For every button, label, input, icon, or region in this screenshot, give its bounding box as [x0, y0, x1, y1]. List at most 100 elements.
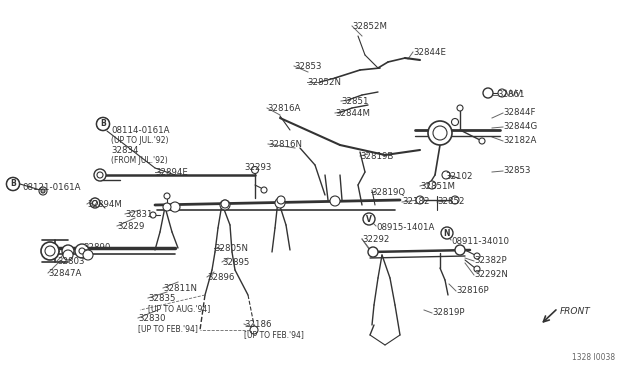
Text: 32811N: 32811N [163, 284, 197, 293]
Text: 32851M: 32851M [420, 182, 455, 191]
Circle shape [457, 105, 463, 111]
Text: 32894E: 32894E [155, 168, 188, 177]
Text: 32292N: 32292N [474, 270, 508, 279]
Circle shape [275, 198, 285, 208]
Circle shape [483, 88, 493, 98]
Text: 32844M: 32844M [335, 109, 370, 118]
Text: 32835: 32835 [148, 294, 175, 303]
Text: 32895: 32895 [222, 258, 250, 267]
Circle shape [451, 196, 459, 204]
Circle shape [63, 250, 73, 260]
Circle shape [62, 245, 74, 257]
Text: 32852M: 32852M [352, 22, 387, 31]
Circle shape [93, 201, 97, 205]
Text: [UP TO FEB.'94]: [UP TO FEB.'94] [138, 324, 198, 333]
Circle shape [97, 118, 109, 131]
Text: 32844E: 32844E [413, 48, 446, 57]
Text: FRONT: FRONT [560, 308, 591, 317]
Circle shape [441, 227, 453, 239]
Circle shape [163, 203, 171, 211]
Circle shape [94, 169, 106, 181]
Circle shape [164, 193, 170, 199]
Circle shape [90, 198, 100, 208]
Circle shape [220, 200, 230, 210]
Circle shape [330, 196, 340, 206]
Text: V: V [366, 215, 372, 224]
Circle shape [474, 253, 480, 259]
Circle shape [41, 189, 45, 193]
Text: 32816N: 32816N [268, 140, 302, 149]
Circle shape [433, 126, 447, 140]
Text: 32890: 32890 [83, 243, 110, 252]
Circle shape [368, 247, 378, 257]
Circle shape [277, 196, 285, 204]
Text: 32293: 32293 [244, 163, 271, 172]
Text: 32182A: 32182A [503, 136, 536, 145]
Text: 08121-0161A: 08121-0161A [22, 183, 81, 192]
Text: 32182: 32182 [402, 197, 429, 206]
Text: 32844F: 32844F [503, 108, 536, 117]
Circle shape [39, 187, 47, 195]
Text: B: B [100, 119, 106, 128]
Circle shape [416, 196, 424, 204]
Circle shape [45, 246, 55, 256]
Text: 08911-34010: 08911-34010 [451, 237, 509, 246]
Text: 32819P: 32819P [432, 308, 465, 317]
Text: (UP TO JUL.'92): (UP TO JUL.'92) [111, 136, 168, 145]
Circle shape [170, 202, 180, 212]
Text: 32834: 32834 [111, 146, 138, 155]
Circle shape [6, 177, 19, 190]
Text: 32853: 32853 [503, 166, 531, 175]
Text: 32861: 32861 [497, 90, 525, 99]
Text: 32847A: 32847A [48, 269, 81, 278]
Text: [UP TO FEB.'94]: [UP TO FEB.'94] [244, 330, 304, 339]
Circle shape [6, 177, 19, 190]
Text: 32896: 32896 [207, 273, 234, 282]
Circle shape [428, 181, 436, 189]
Text: 32805N: 32805N [214, 244, 248, 253]
Circle shape [261, 187, 267, 193]
Text: N: N [444, 228, 451, 237]
Text: 32851: 32851 [341, 97, 369, 106]
Circle shape [97, 172, 103, 178]
Text: 32102: 32102 [445, 172, 472, 181]
Text: 32894M: 32894M [87, 200, 122, 209]
Text: 08114-0161A: 08114-0161A [111, 126, 170, 135]
Text: 32819Q: 32819Q [371, 188, 405, 197]
Text: 32816P: 32816P [456, 286, 488, 295]
Circle shape [498, 89, 506, 97]
Text: 32829: 32829 [117, 222, 145, 231]
Text: (FROM JUL.'92): (FROM JUL.'92) [111, 156, 168, 165]
Text: 32844G: 32844G [503, 122, 537, 131]
Circle shape [363, 213, 375, 225]
Circle shape [451, 119, 458, 125]
Circle shape [79, 248, 85, 254]
Text: [UP TO AUG.'94]: [UP TO AUG.'94] [148, 304, 211, 313]
Text: 32830: 32830 [138, 314, 166, 323]
Circle shape [479, 138, 485, 144]
Circle shape [75, 244, 89, 258]
Text: 1328 l0038: 1328 l0038 [572, 353, 615, 362]
Circle shape [41, 242, 59, 260]
Text: 32852: 32852 [437, 197, 465, 206]
Text: 32819B: 32819B [360, 152, 394, 161]
Circle shape [97, 118, 109, 131]
Text: B: B [10, 180, 16, 189]
Text: 32853: 32853 [294, 62, 321, 71]
Circle shape [83, 250, 93, 260]
Text: 32816A: 32816A [267, 104, 300, 113]
Circle shape [250, 326, 258, 334]
Text: 32382P: 32382P [474, 256, 507, 265]
Text: 32831: 32831 [125, 210, 152, 219]
Text: 32186: 32186 [244, 320, 271, 329]
Circle shape [474, 266, 480, 272]
Text: 08915-1401A: 08915-1401A [376, 223, 435, 232]
Text: 32852N: 32852N [307, 78, 341, 87]
Circle shape [252, 167, 259, 173]
Circle shape [442, 171, 450, 179]
Circle shape [150, 212, 156, 218]
Circle shape [455, 245, 465, 255]
Circle shape [221, 200, 229, 208]
Text: 32803: 32803 [57, 257, 84, 266]
Text: 32292: 32292 [362, 235, 389, 244]
